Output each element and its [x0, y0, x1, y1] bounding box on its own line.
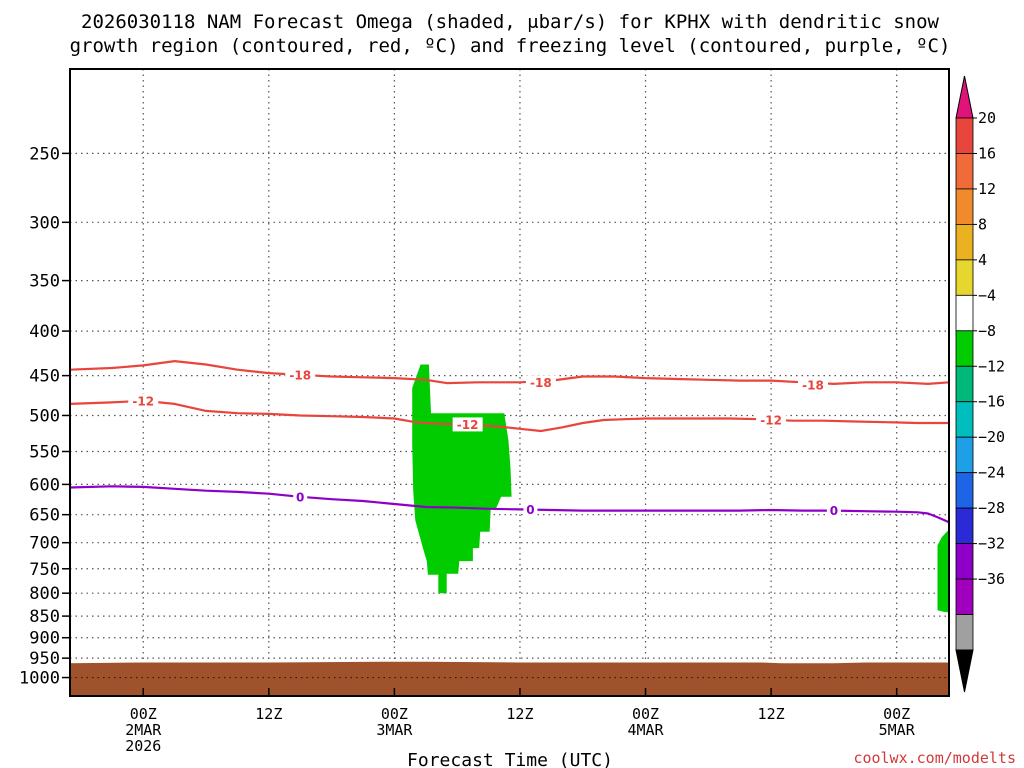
- contour-label-bg-2-0: [293, 489, 308, 504]
- colorbar-top-arrow: [955, 75, 974, 119]
- y-tick-label-700: 700: [29, 534, 60, 554]
- colorbar-label-5: −4: [978, 286, 996, 304]
- colorbar-bottom-arrow: [955, 649, 974, 693]
- colorbar-swatch-1: [955, 153, 974, 190]
- contour-label-bg-0-1: [525, 375, 556, 390]
- colorbar-swatch-11: [955, 507, 974, 544]
- x-axis-label: Forecast Time (UTC): [407, 750, 613, 768]
- y-tick-label-450: 450: [29, 367, 60, 387]
- contour-line-2: [69, 485, 950, 524]
- colorbar-label-12: −32: [978, 535, 1005, 553]
- colorbar-label-3: 8: [978, 215, 987, 233]
- colorbar-swatch-14: [955, 614, 974, 651]
- contour-label-2-0: 0: [296, 490, 304, 504]
- x-tick-label-0-0: 00Z: [130, 705, 157, 723]
- colorbar-label-10: −24: [978, 464, 1005, 482]
- colorbar-label-0: 20: [978, 109, 996, 127]
- contour-label-1-1: -12: [457, 418, 479, 432]
- x-tick-label-72-1: 5MAR: [879, 721, 916, 739]
- colorbar-swatch-12: [955, 543, 974, 580]
- colorbar-label-11: −28: [978, 499, 1005, 517]
- y-tick-label-250: 250: [29, 144, 60, 164]
- contour-label-bg-0-2: [797, 377, 828, 392]
- x-tick-label-48-0: 00Z: [632, 705, 659, 723]
- colorbar-label-9: −20: [978, 428, 1005, 446]
- y-tick-label-800: 800: [29, 584, 60, 604]
- x-tick-label-48-1: 4MAR: [627, 721, 664, 739]
- x-tick-label-24-1: 3MAR: [376, 721, 413, 739]
- colorbar-label-13: −36: [978, 570, 1005, 588]
- colorbar-label-1: 16: [978, 144, 996, 162]
- colorbar-swatch-2: [955, 188, 974, 225]
- y-tick-label-300: 300: [29, 213, 60, 233]
- terrain-surface: [70, 661, 949, 696]
- omega-region-1: [937, 529, 949, 613]
- contour-label-bg-0-0: [285, 367, 316, 382]
- colorbar-label-8: −16: [978, 393, 1005, 411]
- x-tick-label-36-0: 12Z: [506, 705, 533, 723]
- contour-label-0-1: -18: [530, 376, 552, 390]
- colorbar-swatch-7: [955, 365, 974, 403]
- contour-label-1-2: -12: [760, 413, 782, 427]
- y-tick-label-1000: 1000: [19, 669, 60, 689]
- colorbar-swatch-13: [955, 578, 974, 615]
- colorbar-swatch-0: [955, 117, 974, 154]
- credit-text: coolwx.com/modelts: [853, 749, 1016, 767]
- colorbar-swatch-4: [955, 259, 974, 296]
- contour-label-0-0: -18: [289, 368, 311, 382]
- contour-label-2-2: 0: [830, 504, 838, 518]
- x-tick-label-24-0: 00Z: [381, 705, 408, 723]
- y-tick-label-400: 400: [29, 322, 60, 342]
- y-tick-label-550: 550: [29, 443, 60, 463]
- chart-title-line-2: growth region (contoured, red, ºC) and f…: [70, 35, 951, 57]
- contour-label-bg-2-1: [523, 502, 538, 517]
- y-tick-label-850: 850: [29, 607, 60, 627]
- contour-label-bg-1-1: [452, 417, 483, 432]
- colorbar-swatch-10: [955, 472, 974, 509]
- contour-label-bg-1-2: [756, 412, 787, 427]
- contour-label-bg-1-0: [128, 393, 159, 408]
- x-tick-label-12-0: 12Z: [255, 705, 282, 723]
- colorbar-swatch-5: [955, 294, 974, 332]
- colorbar-swatch-8: [955, 401, 974, 438]
- y-tick-label-600: 600: [29, 475, 60, 495]
- chart-title-line-1: 2026030118 NAM Forecast Omega (shaded, μ…: [81, 11, 939, 33]
- y-tick-label-650: 650: [29, 506, 60, 526]
- y-axis-ticks: 2503003504004505005506006507007508008509…: [19, 144, 70, 689]
- plot-frame: [69, 68, 950, 697]
- x-tick-label-60-0: 12Z: [758, 705, 785, 723]
- colorbar-label-7: −12: [978, 357, 1005, 375]
- contour-label-bg-2-2: [826, 503, 841, 518]
- omega-shading: [412, 364, 949, 613]
- colorbar-swatch-3: [955, 223, 974, 261]
- contour-labels: -18 -18 -18 -12 -12 -12 0 0 0: [128, 367, 841, 518]
- contour-label-0-2: -18: [802, 378, 824, 392]
- y-tick-label-900: 900: [29, 629, 60, 649]
- y-tick-label-950: 950: [29, 649, 60, 669]
- colorbar-swatch-9: [955, 436, 974, 474]
- y-tick-label-750: 750: [29, 560, 60, 580]
- contour-label-1-0: -12: [132, 394, 154, 408]
- colorbar-label-4: 4: [978, 251, 987, 269]
- colorbar: 20 16 12 8 4 −4 −8 −12 −16 −20 −24 −28 −32 −36: [955, 75, 1005, 693]
- y-tick-label-350: 350: [29, 272, 60, 292]
- y-tick-label-500: 500: [29, 406, 60, 426]
- omega-region-0: [412, 364, 512, 594]
- terrain-layer: [70, 661, 949, 696]
- contour-label-2-1: 0: [526, 503, 534, 517]
- x-tick-label-0-1: 2MAR: [125, 721, 162, 739]
- x-tick-label-72-0: 00Z: [883, 705, 910, 723]
- contour-line-1: [69, 399, 949, 433]
- colorbar-label-2: 12: [978, 180, 996, 198]
- x-tick-label-0-2: 2026: [125, 737, 161, 755]
- colorbar-swatch-6: [955, 330, 974, 367]
- colorbar-label-6: −8: [978, 322, 996, 340]
